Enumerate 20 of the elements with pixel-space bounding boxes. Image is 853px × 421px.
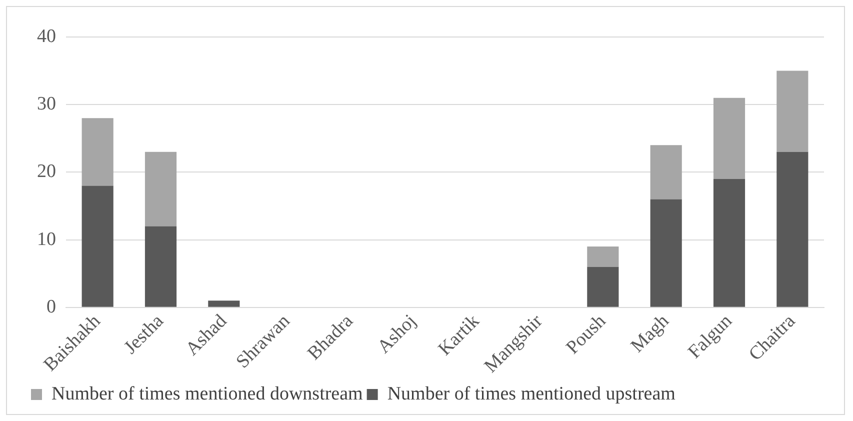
y-tick-label: 10 bbox=[37, 228, 56, 250]
bar bbox=[587, 266, 619, 307]
bar bbox=[144, 152, 177, 226]
bar bbox=[82, 118, 114, 186]
bar bbox=[776, 70, 808, 152]
bar bbox=[144, 226, 177, 307]
bar bbox=[713, 98, 746, 179]
bar bbox=[776, 152, 808, 307]
y-tick-label: 30 bbox=[37, 94, 56, 115]
y-tick-label: 20 bbox=[37, 161, 56, 182]
y-tick-label: 40 bbox=[37, 26, 56, 47]
bar bbox=[713, 178, 746, 307]
legend-label: Number of times mentioned downstream bbox=[52, 383, 364, 404]
bar bbox=[82, 186, 114, 307]
legend-label: Number of times mentioned upstream bbox=[387, 383, 676, 404]
bar bbox=[208, 300, 240, 307]
y-tick-label: 0 bbox=[46, 296, 56, 318]
bar bbox=[650, 199, 682, 307]
bar bbox=[587, 246, 619, 267]
bar bbox=[650, 145, 682, 200]
